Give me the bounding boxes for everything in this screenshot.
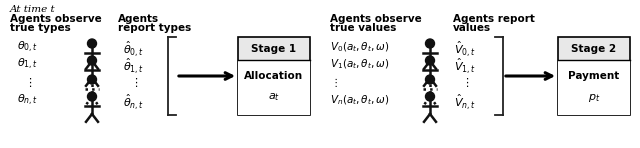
- Text: $\hat{V}_{0,t}$: $\hat{V}_{0,t}$: [454, 40, 476, 59]
- Text: report types: report types: [118, 23, 191, 33]
- Text: $\hat{\theta}_{n,t}$: $\hat{\theta}_{n,t}$: [124, 93, 145, 112]
- Circle shape: [88, 92, 97, 101]
- Text: At time t: At time t: [10, 5, 56, 14]
- Text: $\hat{\theta}_{1,t}$: $\hat{\theta}_{1,t}$: [124, 57, 145, 77]
- Circle shape: [426, 92, 435, 101]
- Text: $V_1(a_t,\theta_t,\omega)$: $V_1(a_t,\theta_t,\omega)$: [330, 57, 390, 71]
- Bar: [558, 37, 630, 115]
- Text: $V_n(a_t,\theta_t,\omega)$: $V_n(a_t,\theta_t,\omega)$: [330, 93, 390, 107]
- Bar: [238, 37, 310, 115]
- Bar: [558, 60, 630, 115]
- Text: $\theta_{0,t}$: $\theta_{0,t}$: [17, 40, 38, 55]
- Text: Stage 2: Stage 2: [572, 44, 616, 54]
- Text: true types: true types: [10, 23, 71, 33]
- Text: Agents report: Agents report: [453, 14, 535, 24]
- Text: Stage 1: Stage 1: [252, 44, 296, 54]
- Circle shape: [426, 56, 435, 65]
- Text: $a_t$: $a_t$: [268, 92, 280, 103]
- Circle shape: [88, 39, 97, 48]
- Text: Agents observe: Agents observe: [330, 14, 422, 24]
- Text: $p_t$: $p_t$: [588, 91, 600, 104]
- Circle shape: [426, 39, 435, 48]
- Text: $\vdots$: $\vdots$: [330, 76, 338, 89]
- Text: $\theta_{1,t}$: $\theta_{1,t}$: [17, 57, 38, 72]
- Text: $\vdots$: $\vdots$: [130, 76, 138, 89]
- Text: values: values: [453, 23, 491, 33]
- Circle shape: [88, 56, 97, 65]
- Text: $V_0(a_t,\theta_t,\omega)$: $V_0(a_t,\theta_t,\omega)$: [330, 40, 390, 54]
- Text: Agents observe: Agents observe: [10, 14, 102, 24]
- Text: $\vdots$: $\vdots$: [461, 76, 469, 89]
- Text: $\hat{V}_{n,t}$: $\hat{V}_{n,t}$: [454, 93, 476, 112]
- Circle shape: [88, 75, 97, 84]
- Text: $\hat{V}_{1,t}$: $\hat{V}_{1,t}$: [454, 57, 476, 77]
- Text: $\vdots$: $\vdots$: [24, 76, 32, 89]
- Text: Agents: Agents: [118, 14, 159, 24]
- Text: $\hat{\theta}_{0,t}$: $\hat{\theta}_{0,t}$: [124, 40, 145, 59]
- Text: Payment: Payment: [568, 71, 620, 81]
- Text: true values: true values: [330, 23, 396, 33]
- Bar: [238, 60, 310, 115]
- Text: Allocation: Allocation: [244, 71, 303, 81]
- Text: $\theta_{n,t}$: $\theta_{n,t}$: [17, 93, 38, 108]
- Circle shape: [426, 75, 435, 84]
